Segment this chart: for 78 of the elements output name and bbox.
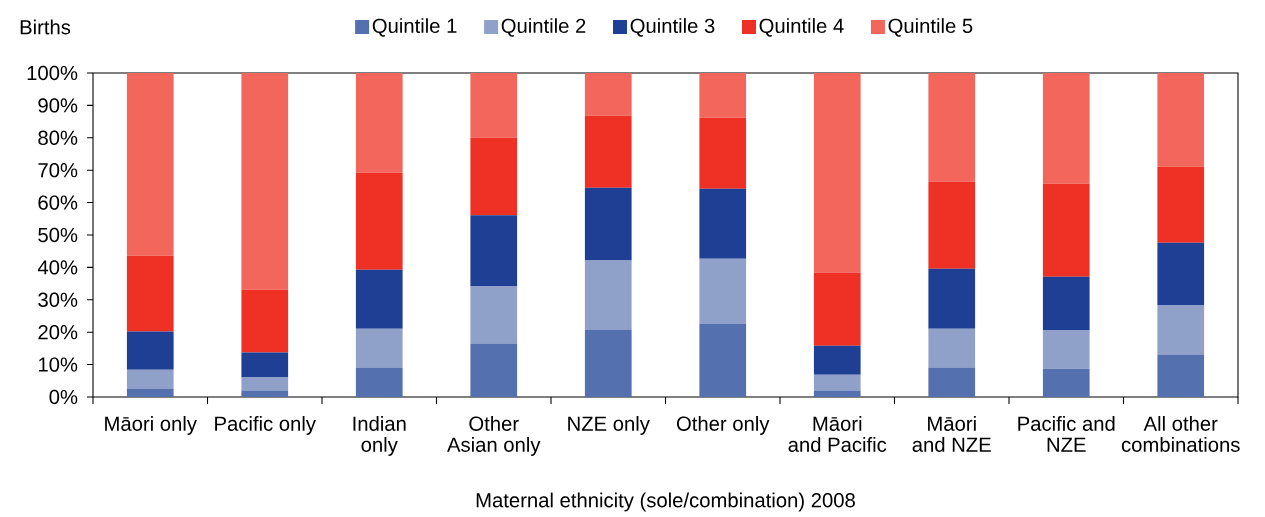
bar [126, 369, 174, 389]
bar [1042, 72, 1090, 184]
bar [355, 72, 403, 173]
bar [1042, 368, 1090, 397]
bar [928, 367, 976, 397]
bar [699, 258, 747, 325]
bar [126, 72, 174, 256]
bar [241, 72, 289, 290]
bar [1157, 166, 1205, 243]
legend-label: Quintile 5 [888, 18, 973, 37]
bar [355, 367, 403, 397]
bar [584, 260, 632, 330]
bar [470, 286, 518, 344]
legend-label: Quintile 4 [759, 18, 844, 37]
bar [241, 377, 289, 391]
y-tick-label: 10% [38, 357, 78, 372]
bar [355, 269, 403, 329]
bar [470, 343, 518, 397]
x-tick-label: NZE only [568, 416, 650, 435]
bar [241, 289, 289, 353]
bar [1157, 354, 1205, 397]
x-tick-label: Māori only [105, 416, 197, 435]
bar [470, 137, 518, 216]
bar [699, 188, 747, 259]
bar [355, 328, 403, 368]
bar [813, 272, 861, 346]
bar [813, 374, 861, 391]
bar [355, 172, 403, 270]
bar [699, 117, 747, 189]
y-tick-label: 20% [38, 325, 78, 340]
y-tick-label: 0% [49, 389, 78, 405]
bar [1042, 183, 1090, 277]
legend-label: Quintile 1 [372, 18, 457, 37]
bar [813, 390, 861, 397]
bar [1157, 242, 1205, 306]
x-tick-label: Other Asian only [447, 416, 541, 456]
x-tick-label: Pacific only [215, 416, 316, 435]
bar [470, 72, 518, 138]
bar [1157, 305, 1205, 355]
bar [126, 255, 174, 332]
bar [1042, 330, 1090, 369]
x-axis-title: Maternal ethnicity (sole/combination) 2008 [476, 492, 855, 512]
y-tick-label: 90% [38, 98, 78, 113]
bar [1042, 276, 1090, 331]
legend-label: Quintile 2 [501, 18, 586, 37]
y-axis-title: Births [20, 19, 71, 35]
y-tick-label: 40% [37, 260, 78, 275]
x-tick-label: All other combinations [1121, 416, 1240, 452]
y-tick-label: 80% [38, 130, 78, 145]
bar [813, 72, 861, 273]
bar [813, 345, 861, 375]
bar [126, 388, 174, 397]
x-tick-label: Māori and NZE [912, 416, 991, 452]
bar [241, 390, 289, 397]
bar [470, 215, 518, 287]
bar [699, 72, 747, 118]
bar [241, 352, 289, 378]
x-tick-label: Indian only [353, 416, 406, 456]
x-tick-label: Other only [676, 416, 770, 435]
bar [584, 115, 632, 188]
y-tick-label: 30% [38, 292, 78, 307]
bar [699, 324, 747, 397]
x-tick-label: Pacific and NZE [1018, 416, 1115, 452]
legend-label: Quintile 3 [630, 18, 715, 37]
x-tick-label: Māori and Pacific [788, 416, 887, 452]
bar [928, 268, 976, 329]
y-tick-label: 100% [27, 65, 78, 81]
y-tick-label: 60% [38, 195, 78, 210]
bar [584, 187, 632, 261]
bar [584, 72, 632, 116]
bar [928, 181, 976, 269]
bar [928, 72, 976, 182]
bar [584, 329, 632, 397]
bar [1157, 72, 1205, 167]
bar [928, 328, 976, 368]
bar [126, 331, 174, 370]
y-tick-label: 70% [38, 163, 78, 178]
y-tick-label: 50% [38, 227, 78, 243]
